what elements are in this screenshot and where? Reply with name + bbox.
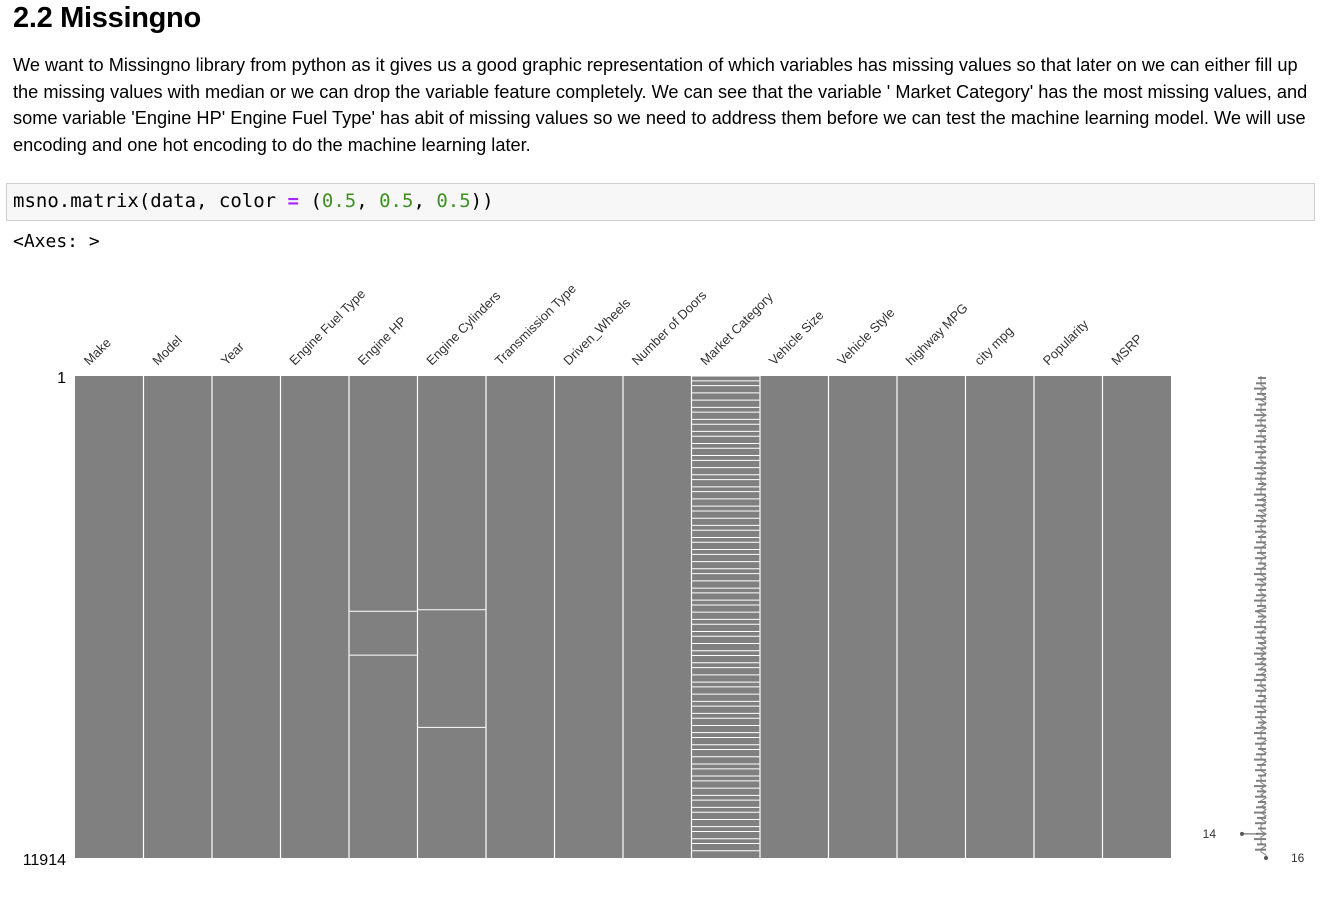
y-tick-label: 11914: [23, 852, 66, 869]
y-tick-label: 1: [57, 370, 66, 387]
section-heading: 2.2 Missingno: [13, 2, 201, 34]
sparkline-max-label: 16: [1291, 851, 1305, 865]
code-token: ,: [413, 190, 437, 212]
column-label: Popularity: [1040, 316, 1092, 368]
code-token: (: [299, 190, 322, 212]
code-token: 0.5: [321, 190, 357, 212]
column-label: Model: [149, 332, 185, 368]
column-label: highway MPG: [903, 300, 971, 368]
column-label: Vehicle Size: [766, 307, 827, 368]
column-label: Driven_Wheels: [560, 295, 633, 368]
code-input[interactable]: msno.matrix(data, color = (0.5, 0.5, 0.5…: [13, 190, 494, 212]
code-token: )): [470, 190, 494, 212]
column-label: Vehicle Style: [834, 305, 897, 368]
column-label: Engine Cylinders: [423, 288, 503, 368]
code-token: =: [287, 190, 299, 212]
sparkline-max-marker: [1264, 856, 1268, 860]
sparkline-min-label: 14: [1203, 827, 1217, 841]
code-token: 0.5: [379, 190, 414, 212]
column-label: Year: [218, 338, 248, 368]
column-label: Market Category: [697, 289, 776, 368]
cell-output-text: <Axes: >: [13, 231, 100, 252]
column-label: Make: [81, 335, 114, 368]
column-label: MSRP: [1108, 331, 1145, 368]
code-cell[interactable]: msno.matrix(data, color = (0.5, 0.5, 0.5…: [6, 183, 1315, 221]
column-label: city mpg: [971, 323, 1016, 368]
column-label: Engine HP: [355, 314, 410, 369]
code-token: ,: [356, 190, 380, 212]
section-description: We want to Missingno library from python…: [13, 55, 1308, 156]
code-token: msno.matrix(data, color: [13, 190, 288, 212]
code-token: 0.5: [436, 190, 471, 212]
